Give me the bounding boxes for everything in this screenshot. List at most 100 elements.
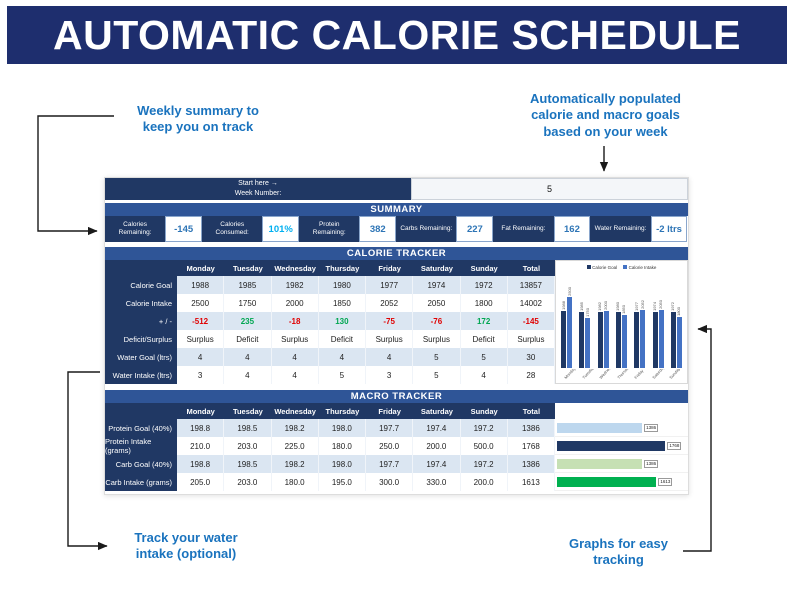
data-cell[interactable]: 2000 <box>271 294 319 312</box>
data-cell[interactable]: 203.0 <box>224 437 272 455</box>
macro-bar <box>557 422 643 433</box>
data-cell[interactable]: 197.2 <box>460 419 508 437</box>
data-cell[interactable]: 180.0 <box>318 437 366 455</box>
data-cell[interactable]: Surplus <box>366 330 414 348</box>
data-cell[interactable]: 28 <box>507 366 555 384</box>
data-cell[interactable]: 200.0 <box>413 437 461 455</box>
data-cell[interactable]: Surplus <box>271 330 319 348</box>
data-cell[interactable]: Deficit <box>460 330 508 348</box>
data-cell[interactable]: 5 <box>460 348 508 366</box>
data-cell[interactable]: 197.7 <box>366 455 414 473</box>
summary-value[interactable]: -2 ltrs <box>650 216 688 242</box>
data-cell[interactable]: 225.0 <box>271 437 319 455</box>
data-cell[interactable]: 5 <box>413 366 461 384</box>
macro-bar-value: 1613 <box>658 477 673 486</box>
data-cell[interactable]: 200.0 <box>460 473 508 491</box>
summary-value[interactable]: 227 <box>456 216 494 242</box>
data-cell[interactable]: 1386 <box>507 455 555 473</box>
data-cell[interactable]: 2050 <box>413 294 461 312</box>
week-number-cell[interactable]: 5 <box>411 178 688 200</box>
data-cell[interactable]: 3 <box>366 366 414 384</box>
data-cell[interactable]: 235 <box>224 312 272 330</box>
summary-value[interactable]: 101% <box>262 216 300 242</box>
summary-value[interactable]: 382 <box>359 216 397 242</box>
data-cell[interactable]: 13857 <box>507 276 555 294</box>
data-cell[interactable]: 500.0 <box>460 437 508 455</box>
data-cell[interactable]: 250.0 <box>366 437 414 455</box>
data-cell[interactable]: 130 <box>318 312 366 330</box>
data-cell[interactable]: 1386 <box>507 419 555 437</box>
data-cell[interactable]: -76 <box>413 312 461 330</box>
data-cell[interactable]: 1985 <box>224 276 272 294</box>
data-cell[interactable]: Surplus <box>177 330 225 348</box>
data-cell[interactable]: 4 <box>318 348 366 366</box>
data-cell[interactable]: 4 <box>460 366 508 384</box>
data-cell[interactable]: 30 <box>507 348 555 366</box>
calorie-tracker-table: Monday Tuesday Wednesday Thursday Friday Satu… <box>105 260 555 384</box>
data-cell[interactable]: 300.0 <box>366 473 414 491</box>
data-cell[interactable]: 4 <box>366 348 414 366</box>
data-cell[interactable]: 198.5 <box>224 419 272 437</box>
data-cell[interactable]: 330.0 <box>413 473 461 491</box>
data-cell[interactable]: 5 <box>413 348 461 366</box>
data-cell[interactable]: 4 <box>177 348 225 366</box>
data-cell[interactable]: -145 <box>507 312 555 330</box>
data-cell[interactable]: 14002 <box>507 294 555 312</box>
data-cell[interactable]: 1982 <box>271 276 319 294</box>
summary-value[interactable]: -145 <box>165 216 203 242</box>
data-cell[interactable]: Deficit <box>224 330 272 348</box>
data-cell[interactable]: 3 <box>177 366 225 384</box>
data-cell[interactable]: -18 <box>271 312 319 330</box>
column-header: Total <box>507 260 555 276</box>
data-cell[interactable]: 195.0 <box>318 473 366 491</box>
data-cell[interactable]: 198.2 <box>271 455 319 473</box>
data-cell[interactable]: 203.0 <box>224 473 272 491</box>
data-cell[interactable]: 4 <box>224 348 272 366</box>
data-cell[interactable]: 4 <box>271 348 319 366</box>
data-cell[interactable]: 1977 <box>366 276 414 294</box>
data-cell[interactable]: 197.4 <box>413 455 461 473</box>
data-cell[interactable]: -512 <box>177 312 225 330</box>
data-cell[interactable]: 198.8 <box>177 419 225 437</box>
data-cell[interactable]: 1974 <box>413 276 461 294</box>
page-title: AUTOMATIC CALORIE SCHEDULE <box>53 11 741 58</box>
data-cell[interactable]: 1800 <box>460 294 508 312</box>
data-cell[interactable]: 198.0 <box>318 455 366 473</box>
bar-value-label: 1750 <box>584 308 590 317</box>
data-cell[interactable]: 172 <box>460 312 508 330</box>
data-cell[interactable]: 4 <box>271 366 319 384</box>
data-cell[interactable]: 2500 <box>177 294 225 312</box>
data-cell[interactable]: 205.0 <box>177 473 225 491</box>
data-cell[interactable]: 5 <box>318 366 366 384</box>
corner-cell <box>105 260 177 276</box>
chart-bar <box>676 317 682 368</box>
data-cell[interactable]: 1613 <box>507 473 555 491</box>
data-cell[interactable]: 210.0 <box>177 437 225 455</box>
data-cell[interactable]: 198.0 <box>318 419 366 437</box>
data-cell[interactable]: 4 <box>224 366 272 384</box>
row-label: Calorie Goal <box>105 276 177 294</box>
data-cell[interactable]: Deficit <box>318 330 366 348</box>
data-cell[interactable]: 197.4 <box>413 419 461 437</box>
summary-label: Fat Remaining: <box>493 216 554 242</box>
data-cell[interactable]: 1750 <box>224 294 272 312</box>
data-cell[interactable]: 180.0 <box>271 473 319 491</box>
macro-bar-row: 1386 <box>555 455 688 473</box>
data-cell[interactable]: 2052 <box>366 294 414 312</box>
data-cell[interactable]: 1768 <box>507 437 555 455</box>
data-cell[interactable]: 1988 <box>177 276 225 294</box>
data-cell[interactable]: 1850 <box>318 294 366 312</box>
data-cell[interactable]: 1980 <box>318 276 366 294</box>
start-here-cell: Start here → Week Number: <box>105 178 411 200</box>
data-cell[interactable]: 198.5 <box>224 455 272 473</box>
data-cell[interactable]: 198.8 <box>177 455 225 473</box>
data-cell[interactable]: 197.2 <box>460 455 508 473</box>
data-cell[interactable]: Surplus <box>507 330 555 348</box>
data-cell[interactable]: 1972 <box>460 276 508 294</box>
data-cell[interactable]: 198.2 <box>271 419 319 437</box>
data-cell[interactable]: Surplus <box>413 330 461 348</box>
data-cell[interactable]: -75 <box>366 312 414 330</box>
summary-value[interactable]: 162 <box>553 216 591 242</box>
summary-label: Carbs Remaining: <box>396 216 457 242</box>
data-cell[interactable]: 197.7 <box>366 419 414 437</box>
